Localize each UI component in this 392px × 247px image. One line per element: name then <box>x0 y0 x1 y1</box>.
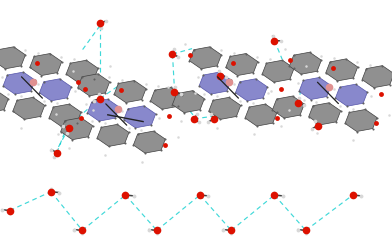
Polygon shape <box>30 54 62 76</box>
Polygon shape <box>61 118 93 140</box>
Polygon shape <box>49 104 81 126</box>
Polygon shape <box>289 52 321 74</box>
Polygon shape <box>326 59 358 81</box>
Polygon shape <box>133 131 165 153</box>
Polygon shape <box>362 66 392 88</box>
Polygon shape <box>97 124 129 146</box>
Polygon shape <box>172 91 204 113</box>
Polygon shape <box>309 103 341 125</box>
Polygon shape <box>0 47 25 69</box>
Polygon shape <box>189 47 221 69</box>
Polygon shape <box>209 97 241 119</box>
Polygon shape <box>336 84 367 106</box>
Polygon shape <box>87 99 119 121</box>
Polygon shape <box>299 78 331 100</box>
Polygon shape <box>78 74 110 96</box>
Polygon shape <box>262 60 294 82</box>
Polygon shape <box>151 87 182 109</box>
Polygon shape <box>226 54 258 76</box>
Polygon shape <box>40 79 71 101</box>
Polygon shape <box>199 72 231 94</box>
Polygon shape <box>3 72 35 94</box>
Polygon shape <box>272 96 304 118</box>
Polygon shape <box>345 109 377 131</box>
Polygon shape <box>114 81 146 103</box>
Polygon shape <box>66 60 98 82</box>
Polygon shape <box>13 97 45 119</box>
Polygon shape <box>0 91 8 113</box>
Polygon shape <box>245 104 277 126</box>
Polygon shape <box>236 79 267 101</box>
Polygon shape <box>124 106 156 128</box>
